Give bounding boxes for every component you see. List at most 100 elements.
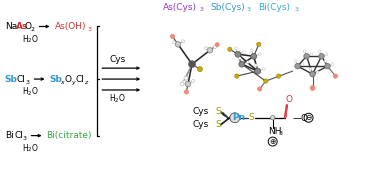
Circle shape xyxy=(214,46,216,49)
Circle shape xyxy=(263,79,268,83)
Text: 3: 3 xyxy=(200,7,204,12)
Text: 3: 3 xyxy=(247,7,251,12)
Circle shape xyxy=(268,137,277,146)
Text: Cys: Cys xyxy=(193,107,209,116)
Circle shape xyxy=(254,64,257,67)
Text: Sb: Sb xyxy=(50,75,62,84)
Circle shape xyxy=(197,67,203,72)
Text: Cl: Cl xyxy=(14,131,23,140)
Circle shape xyxy=(304,53,309,59)
Text: 2: 2 xyxy=(28,91,32,96)
Circle shape xyxy=(250,49,253,52)
Circle shape xyxy=(310,85,315,90)
Circle shape xyxy=(301,63,304,66)
Text: —O: —O xyxy=(293,114,308,123)
Text: 2: 2 xyxy=(28,38,32,43)
Circle shape xyxy=(180,82,184,86)
Text: 3: 3 xyxy=(23,136,26,141)
Text: S: S xyxy=(215,107,221,116)
Circle shape xyxy=(192,80,194,82)
Circle shape xyxy=(303,50,306,53)
Circle shape xyxy=(316,71,319,73)
Circle shape xyxy=(189,61,195,68)
Circle shape xyxy=(258,53,261,56)
Text: Bi(citrate): Bi(citrate) xyxy=(46,131,92,140)
Circle shape xyxy=(181,40,184,43)
Text: 3: 3 xyxy=(87,27,91,32)
Circle shape xyxy=(207,48,213,53)
Text: z: z xyxy=(84,80,88,85)
Text: S: S xyxy=(249,113,254,122)
Text: O: O xyxy=(32,144,37,153)
Circle shape xyxy=(242,51,245,54)
Text: O: O xyxy=(32,88,37,96)
Circle shape xyxy=(331,63,334,66)
Text: H: H xyxy=(109,94,115,103)
Circle shape xyxy=(325,63,330,69)
Text: Pn: Pn xyxy=(232,113,245,122)
Circle shape xyxy=(318,50,321,53)
Text: As(OH): As(OH) xyxy=(54,22,86,31)
Text: 3: 3 xyxy=(278,131,282,136)
Text: x: x xyxy=(60,80,64,85)
Circle shape xyxy=(325,53,328,56)
Circle shape xyxy=(246,61,249,64)
Circle shape xyxy=(310,71,315,77)
Text: Bi: Bi xyxy=(5,131,14,140)
Circle shape xyxy=(215,43,219,47)
Text: O: O xyxy=(65,75,72,84)
Text: Cl: Cl xyxy=(17,75,25,84)
Circle shape xyxy=(257,42,261,46)
Text: Cys: Cys xyxy=(193,120,209,129)
Text: 2: 2 xyxy=(28,148,32,152)
Circle shape xyxy=(251,53,257,59)
Text: 3: 3 xyxy=(294,7,299,12)
Polygon shape xyxy=(220,117,231,125)
Text: O: O xyxy=(118,94,124,103)
Circle shape xyxy=(175,42,181,47)
Text: H: H xyxy=(23,35,28,44)
Circle shape xyxy=(295,63,301,69)
Circle shape xyxy=(319,53,324,59)
Text: Cys: Cys xyxy=(109,55,125,64)
Text: 2: 2 xyxy=(31,27,34,32)
Circle shape xyxy=(183,81,186,84)
Circle shape xyxy=(262,68,265,70)
Circle shape xyxy=(239,57,241,60)
Circle shape xyxy=(324,60,327,63)
Text: ⊕: ⊕ xyxy=(270,137,276,146)
Circle shape xyxy=(239,61,245,67)
Text: As: As xyxy=(16,22,28,31)
Text: Cl: Cl xyxy=(76,75,85,84)
Circle shape xyxy=(234,47,237,50)
Text: NH: NH xyxy=(268,127,281,136)
Text: O: O xyxy=(32,35,37,44)
Circle shape xyxy=(304,113,313,122)
Circle shape xyxy=(235,51,241,57)
Circle shape xyxy=(309,68,312,70)
Text: 2: 2 xyxy=(115,98,118,103)
Text: O: O xyxy=(286,95,293,104)
Circle shape xyxy=(255,68,261,74)
Text: H: H xyxy=(23,144,28,153)
Text: Bi(Cys): Bi(Cys) xyxy=(258,3,290,12)
Circle shape xyxy=(230,113,240,123)
Circle shape xyxy=(184,76,188,80)
Circle shape xyxy=(185,81,191,87)
Circle shape xyxy=(333,74,338,78)
Circle shape xyxy=(235,74,239,78)
Circle shape xyxy=(294,60,297,63)
Text: S: S xyxy=(215,120,221,129)
Text: 3: 3 xyxy=(26,80,29,85)
Circle shape xyxy=(271,116,275,120)
Circle shape xyxy=(173,41,175,44)
Text: As(Cys): As(Cys) xyxy=(163,3,197,12)
Text: H: H xyxy=(23,88,28,96)
Circle shape xyxy=(228,47,232,52)
Circle shape xyxy=(276,74,281,78)
Circle shape xyxy=(310,53,313,56)
Text: Sb: Sb xyxy=(5,75,17,84)
Circle shape xyxy=(170,34,175,39)
Circle shape xyxy=(204,47,208,50)
Text: O: O xyxy=(25,22,32,31)
